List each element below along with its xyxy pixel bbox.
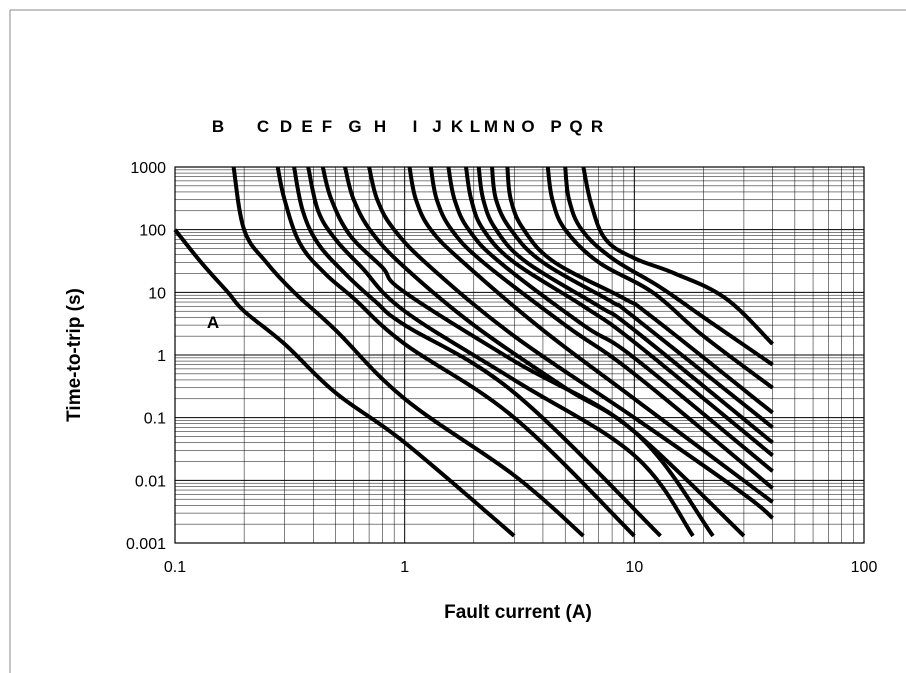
trip-curve-a (173, 228, 516, 538)
y-axis-title: Time-to-trip (s) (64, 288, 85, 422)
x-axis-title: Fault current (A) (444, 602, 592, 623)
curve-label-r: R (591, 117, 603, 136)
trip-curve-c (275, 166, 636, 538)
curve-label-i: I (413, 117, 418, 136)
y-tick-label: 1 (157, 348, 166, 365)
trip-curve-q (563, 166, 774, 367)
curve-label-q: Q (569, 117, 582, 136)
trip-curve-i (407, 166, 774, 504)
curve-label-l: L (470, 117, 480, 136)
curve-label-m: M (484, 117, 498, 136)
curve-label-a: A (207, 313, 219, 332)
trip-curve-b (231, 166, 585, 538)
y-tick-label: 100 (139, 223, 166, 240)
y-tick-label: 0.01 (135, 473, 166, 490)
x-tick-label: 0.1 (164, 559, 186, 576)
trip-curve-h (367, 166, 774, 520)
trip-curve-k (446, 166, 774, 473)
curve-label-c: C (257, 117, 269, 136)
trip-curve-p (545, 166, 774, 390)
y-tick-labels: 0.001 0.01 0.1 1 10 100 1000 (126, 160, 166, 553)
trip-curve-j (428, 166, 774, 490)
trip-curve-m (476, 166, 774, 445)
trip-curve-g (343, 166, 746, 538)
y-tick-label: 1000 (130, 160, 166, 177)
x-tick-label: 100 (851, 559, 878, 576)
trip-curve-o (505, 166, 774, 415)
trip-curve-n (490, 166, 774, 429)
curve-label-j: J (432, 117, 441, 136)
curve-labels: A B C D E F G H I J K L M N O P Q R (207, 117, 603, 332)
trip-curve-e (306, 166, 695, 538)
plot-area-frame (174, 166, 865, 544)
curve-label-d: D (280, 117, 292, 136)
curve-label-h: H (374, 117, 386, 136)
curve-label-g: G (348, 117, 361, 136)
y-tick-label: 0.001 (126, 536, 166, 553)
curve-label-b: B (212, 117, 224, 136)
x-tick-label: 10 (625, 559, 643, 576)
trip-curve-l (464, 166, 774, 457)
trip-curve-r (581, 166, 775, 346)
curve-label-p: P (550, 117, 561, 136)
curve-label-n: N (503, 117, 515, 136)
curve-label-o: O (521, 117, 534, 136)
y-tick-label: 0.1 (144, 411, 166, 428)
x-tick-labels: 0.1 1 10 100 (164, 559, 878, 576)
trip-curve-d (292, 166, 662, 538)
trip-curves (173, 166, 775, 538)
y-tick-label: 10 (148, 285, 166, 302)
curve-label-f: F (322, 117, 332, 136)
x-tick-label: 1 (400, 559, 409, 576)
curve-label-e: E (301, 117, 312, 136)
curve-label-k: K (451, 117, 464, 136)
